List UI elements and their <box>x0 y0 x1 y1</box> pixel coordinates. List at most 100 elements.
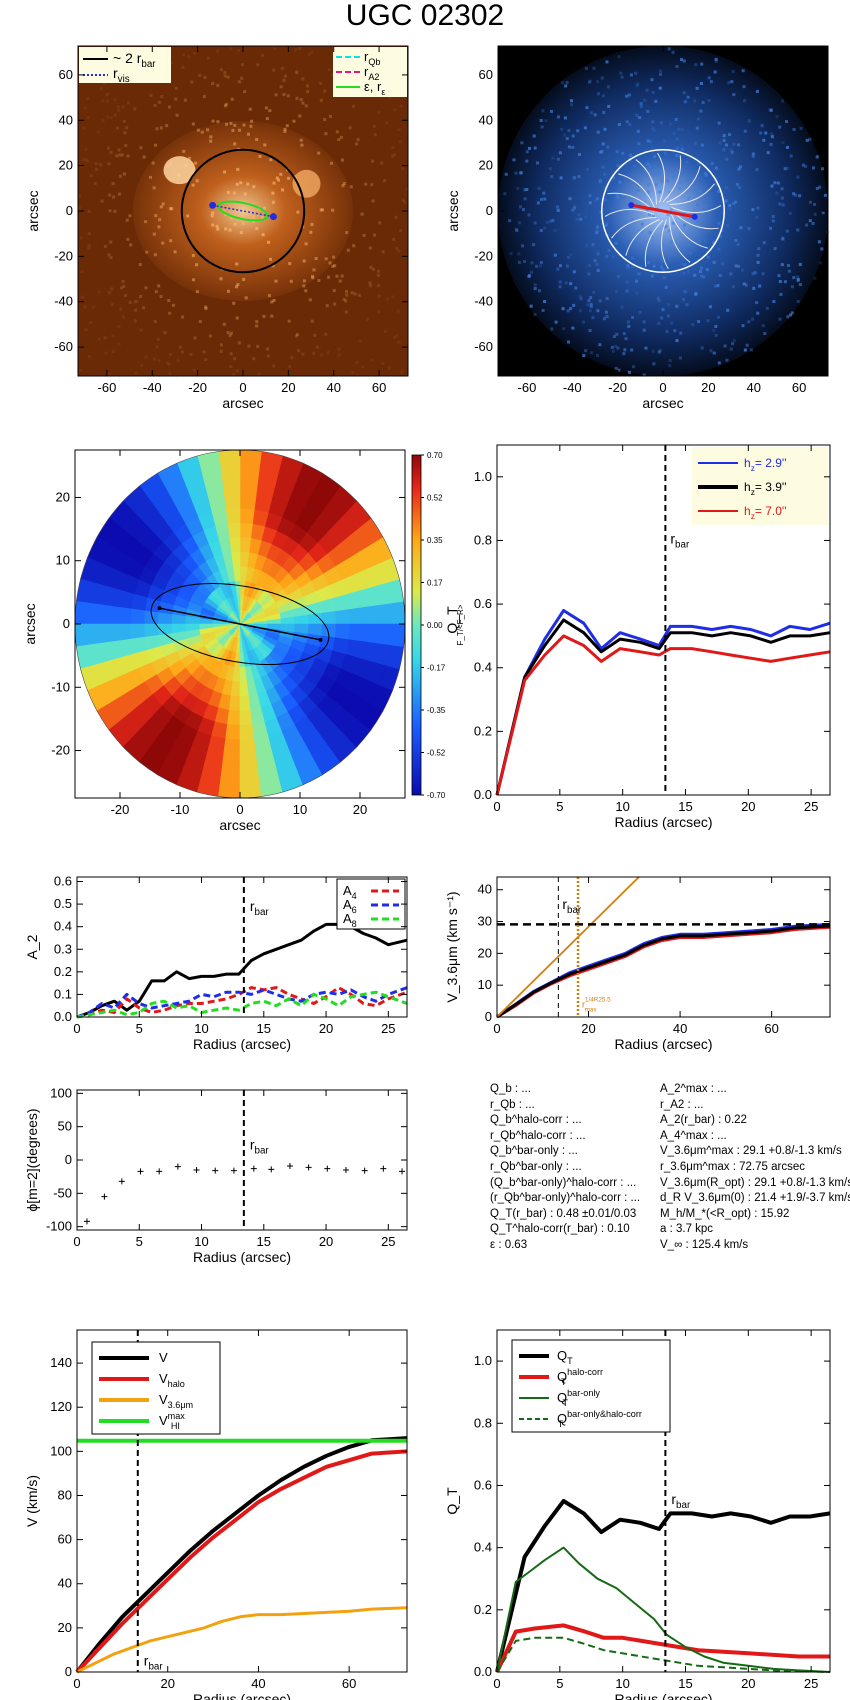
p10-legend-label: QT <box>557 1348 573 1366</box>
galaxy-pixel <box>192 52 196 56</box>
p4-ytick-label: 1.0 <box>474 469 492 484</box>
deprojected-pixel <box>604 223 608 227</box>
deprojected-pixel <box>634 71 638 75</box>
deprojected-pixel <box>702 275 706 279</box>
galaxy-pixel <box>209 139 213 143</box>
force-contour <box>660 219 669 270</box>
deprojected-pixel <box>646 190 650 194</box>
galaxy-pixel <box>142 155 146 159</box>
force-map-cell <box>335 608 351 625</box>
deprojected-pixel <box>642 328 646 332</box>
galaxy-pixel <box>81 158 85 162</box>
figure-title: UGC 02302 <box>345 0 505 32</box>
deprojected-pixel <box>815 155 819 159</box>
deprojected-pixel <box>615 332 619 336</box>
deprojected-pixel <box>783 167 787 171</box>
galaxy-pixel <box>252 219 256 223</box>
deprojected-pixel <box>648 212 652 216</box>
deprojected-pixel <box>596 252 600 256</box>
p6-series-2 <box>496 924 831 1019</box>
deprojected-pixel <box>682 59 686 63</box>
deprojected-pixel <box>664 285 668 289</box>
p1-ylabel: arcsec <box>25 190 41 231</box>
galaxy-pixel <box>307 53 311 57</box>
deprojected-pixel <box>562 327 566 331</box>
deprojected-pixel <box>602 317 606 321</box>
galaxy-pixel <box>279 85 283 89</box>
galaxy-pixel <box>237 80 241 84</box>
deprojected-pixel <box>595 228 599 232</box>
p9-series-1 <box>75 1449 408 1674</box>
p4-ytick-label: 0.0 <box>474 787 492 802</box>
galaxy-pixel <box>165 124 169 128</box>
galaxy-pixel <box>234 214 238 218</box>
galaxy-pixel <box>249 124 253 128</box>
deprojected-pixel <box>705 268 709 272</box>
galaxy-pixel <box>109 150 113 154</box>
galaxy-pixel <box>178 345 182 349</box>
deprojected-pixel <box>646 189 650 193</box>
deprojected-pixel <box>648 231 652 235</box>
parameter-row: V_3.6μm(R_opt) : 29.1 +0.8/-1.3 km/s <box>660 1176 850 1189</box>
deprojected-pixel <box>755 89 759 93</box>
galaxy-pixel <box>84 328 88 332</box>
galaxy-pixel <box>97 290 101 294</box>
deprojected-pixel <box>699 82 703 86</box>
galaxy-knot-right <box>292 169 321 198</box>
deprojected-pixel <box>617 55 621 59</box>
deprojected-pixel <box>658 349 662 353</box>
p4-xtick-label: 20 <box>741 799 755 814</box>
p7-point <box>174 1163 181 1170</box>
p3-xtick-label: 20 <box>353 802 367 817</box>
deprojected-pixel <box>760 124 764 128</box>
force-map-cell <box>321 610 337 625</box>
galaxy-pixel <box>380 161 384 165</box>
deprojected-pixel <box>604 310 608 314</box>
p7-point <box>193 1167 200 1173</box>
force-map-cell <box>239 493 257 510</box>
p9-xtick-label: 0 <box>73 1676 80 1691</box>
p10-xtick-label: 5 <box>556 1676 563 1691</box>
galaxy-pixel <box>106 92 110 96</box>
galaxy-pixel <box>275 176 279 180</box>
parameter-row: (r_Qb^bar-only)^halo-corr : ... <box>490 1192 641 1205</box>
galaxy-pixel <box>399 229 403 233</box>
deprojected-pixel <box>636 82 640 86</box>
deprojected-pixel <box>539 261 543 265</box>
p1-legend-right-label: rQb <box>364 49 380 67</box>
galaxy-pixel <box>301 77 305 81</box>
deprojected-pixel <box>536 201 540 205</box>
galaxy-pixel <box>257 372 261 376</box>
parameter-row: Q_b^halo-corr : ... <box>490 1114 582 1127</box>
p6-rbar-label: rbar <box>562 896 582 916</box>
galaxy-pixel <box>355 142 359 146</box>
p2-xtick-label: 20 <box>701 380 715 395</box>
colorbar-tick-label: 0.52 <box>427 494 443 503</box>
p10-rbar-label: rbar <box>671 1491 691 1511</box>
galaxy-pixel <box>266 347 270 351</box>
deprojected-pixel <box>521 208 525 212</box>
deprojected-pixel <box>739 226 743 230</box>
p1-ytick-label: -40 <box>54 294 73 309</box>
deprojected-pixel <box>543 197 547 201</box>
force-map-cell <box>88 623 105 646</box>
p7-ytick-label: 50 <box>58 1119 72 1134</box>
galaxy-pixel <box>80 269 84 273</box>
galaxy-pixel <box>338 279 342 283</box>
p10-ytick-label: 0.8 <box>474 1415 492 1430</box>
galaxy-pixel <box>108 291 112 295</box>
galaxy-pixel <box>256 345 260 349</box>
galaxy-pixel <box>226 190 230 194</box>
galaxy-pixel <box>302 279 306 283</box>
deprojected-pixel <box>656 296 660 300</box>
galaxy-pixel <box>223 104 227 108</box>
galaxy-pixel <box>232 301 236 305</box>
deprojected-pixel <box>755 215 759 219</box>
deprojected-pixel <box>788 211 792 215</box>
galaxy-pixel <box>317 151 321 155</box>
galaxy-pixel <box>128 301 132 305</box>
deprojected-pixel <box>725 358 729 362</box>
galaxy-pixel <box>376 273 380 277</box>
deprojected-pixel <box>572 176 576 180</box>
deprojected-pixel <box>790 285 794 289</box>
